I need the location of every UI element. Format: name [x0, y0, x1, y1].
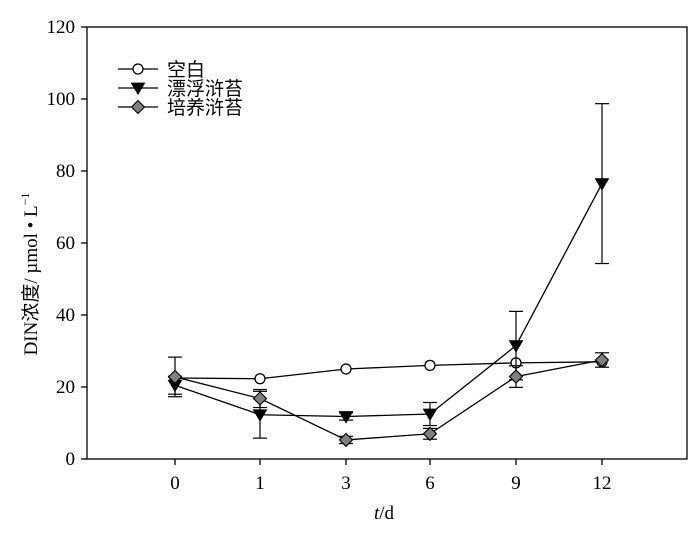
data-point	[252, 409, 268, 422]
x-tick-label: 9	[511, 473, 521, 494]
data-point	[424, 359, 436, 372]
y-axis-title-group: DIN浓度/ µmol • L−1	[18, 193, 42, 356]
data-point	[254, 373, 266, 385]
series-3	[167, 352, 610, 448]
legend-label: 空白	[167, 59, 205, 81]
legend-label: 漂浮浒苔	[167, 78, 243, 100]
y-axis-title-main: DIN浓度/ µmol • L	[20, 205, 42, 355]
data-point	[508, 369, 524, 384]
x-tick-label: 3	[341, 473, 351, 494]
x-tick-label: 1	[255, 473, 265, 494]
legend-item: 培养浒苔	[118, 97, 243, 119]
x-tick-label: 0	[170, 473, 180, 494]
y-tick-label: 40	[56, 305, 75, 326]
data-point	[508, 340, 524, 353]
x-axis-title-italic: t	[374, 503, 380, 524]
y-axis-ticks: 0 20 40 60 80 100 120	[47, 17, 87, 470]
series-1	[169, 356, 608, 385]
x-axis-title-rest: /d	[379, 503, 394, 524]
legend-label: 培养浒苔	[167, 97, 243, 119]
legend-item: 空白	[118, 59, 205, 81]
y-tick-label: 20	[56, 377, 75, 398]
data-point	[338, 432, 354, 448]
data-point	[338, 411, 354, 424]
legend-marker	[132, 63, 144, 75]
data-point	[340, 363, 352, 375]
y-tick-label: 120	[47, 17, 76, 38]
series-layer	[167, 103, 610, 448]
series-line	[174, 359, 603, 441]
y-tick-label: 0	[66, 449, 76, 470]
data-point	[594, 352, 610, 368]
x-tick-label: 6	[425, 473, 435, 494]
series-line	[174, 361, 603, 380]
data-point	[422, 408, 438, 422]
x-tick-label: 12	[593, 473, 612, 494]
legend-marker	[130, 82, 146, 96]
y-axis-title-superscript: −1	[18, 193, 32, 206]
data-point	[594, 178, 610, 191]
data-point	[252, 391, 268, 406]
series-2	[167, 103, 610, 439]
legend-item: 漂浮浒苔	[118, 78, 243, 100]
x-axis-ticks: 0 1 3 6 9 12	[170, 459, 612, 494]
y-tick-label: 60	[56, 233, 75, 254]
legend-marker	[130, 99, 146, 115]
x-axis-title: t/d	[374, 503, 395, 524]
y-axis-title: DIN浓度/ µmol • L−1	[18, 193, 42, 356]
data-point	[167, 369, 183, 385]
y-tick-label: 80	[56, 161, 75, 182]
data-point	[422, 426, 438, 442]
series-line	[174, 183, 603, 418]
y-tick-label: 100	[47, 89, 76, 110]
